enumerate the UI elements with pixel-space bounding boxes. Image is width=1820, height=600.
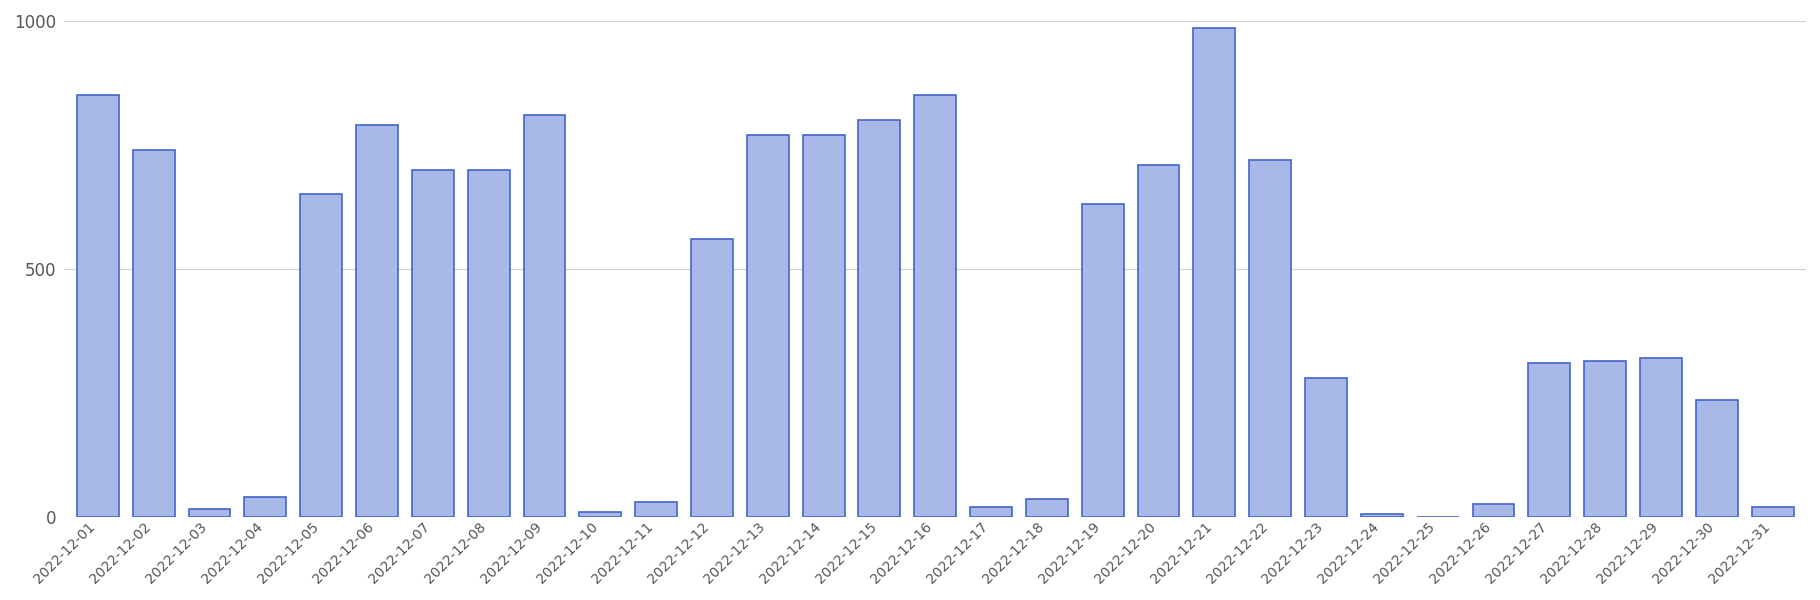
Bar — [1696, 400, 1738, 517]
Bar — [1529, 363, 1571, 517]
Bar — [189, 509, 231, 517]
Bar — [300, 194, 342, 517]
Bar — [1305, 378, 1347, 517]
Bar — [1138, 164, 1179, 517]
Bar — [357, 125, 399, 517]
Bar — [1472, 505, 1514, 517]
Bar — [1249, 160, 1290, 517]
Bar — [468, 170, 510, 517]
Bar — [579, 512, 621, 517]
Bar — [914, 95, 956, 517]
Bar — [1640, 358, 1682, 517]
Bar — [692, 239, 733, 517]
Bar — [1194, 28, 1236, 517]
Bar — [1026, 499, 1068, 517]
Bar — [244, 497, 286, 517]
Bar — [76, 95, 118, 517]
Bar — [970, 507, 1012, 517]
Bar — [859, 120, 901, 517]
Bar — [803, 135, 844, 517]
Bar — [1361, 514, 1403, 517]
Bar — [1583, 361, 1625, 517]
Bar — [411, 170, 453, 517]
Bar — [1751, 507, 1793, 517]
Bar — [133, 150, 175, 517]
Bar — [746, 135, 788, 517]
Bar — [524, 115, 566, 517]
Bar — [1081, 205, 1123, 517]
Bar — [635, 502, 677, 517]
